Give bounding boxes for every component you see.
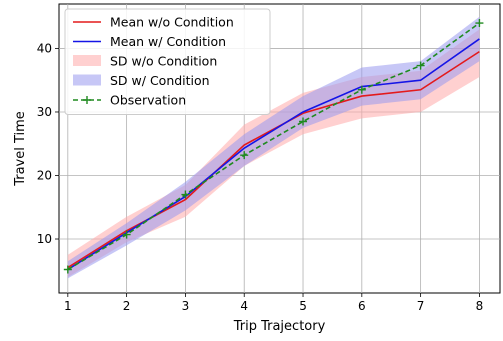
series-lines xyxy=(63,19,484,274)
x-tick-label: 4 xyxy=(240,299,248,313)
x-tick-label: 6 xyxy=(358,299,366,313)
plot-frame xyxy=(58,3,501,294)
x-tick-label: 2 xyxy=(123,299,131,313)
observation-point xyxy=(299,117,308,126)
x-tick-label: 5 xyxy=(299,299,307,313)
y-axis-label: Travel Time xyxy=(13,111,28,187)
y-tick-label: 10 xyxy=(37,232,52,246)
observation-point xyxy=(416,61,425,70)
legend-swatch xyxy=(73,55,101,66)
y-tick-label: 30 xyxy=(37,105,52,119)
legend-label: SD w/ Condition xyxy=(110,73,210,88)
observation-point xyxy=(357,85,366,94)
observation-point xyxy=(240,151,249,160)
observation-point xyxy=(63,265,72,274)
legend-label: Mean w/o Condition xyxy=(110,15,234,30)
observation-point xyxy=(475,19,484,28)
observation-point xyxy=(122,230,131,239)
x-tick-label: 7 xyxy=(417,299,425,313)
axis-ticks: 1 2 3 4 5 6 7 8 10 20 30 40 xyxy=(37,41,484,313)
observation-point xyxy=(181,190,190,199)
sd-bands xyxy=(67,16,480,279)
x-tick-label: 8 xyxy=(476,299,484,313)
y-tick-label: 20 xyxy=(37,168,52,182)
legend: Mean w/o Condition Mean w/ Condition SD w/… xyxy=(64,8,271,115)
legend-label: Mean w/ Condition xyxy=(110,34,226,49)
x-tick-label: 3 xyxy=(182,299,190,313)
legend-swatch xyxy=(73,74,101,86)
legend-marker xyxy=(83,96,91,104)
sd-band xyxy=(67,16,480,279)
observation-line xyxy=(67,22,480,271)
legend-box xyxy=(64,8,271,115)
x-axis-label: Trip Trajectory xyxy=(233,319,326,334)
x-tick-label: 1 xyxy=(64,299,72,313)
y-tick-label: 40 xyxy=(37,41,52,55)
mean-line xyxy=(67,50,480,269)
mean-line xyxy=(67,38,480,271)
legend-label: Observation xyxy=(110,93,186,108)
legend-label: SD w/o Condition xyxy=(110,54,217,69)
